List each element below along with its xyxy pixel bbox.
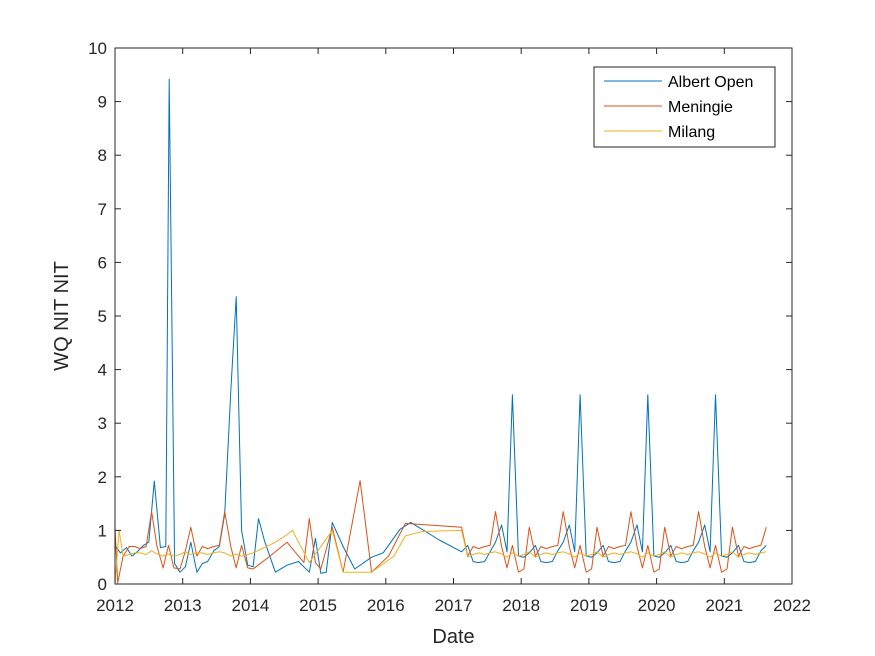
legend-label-1: Meningie bbox=[668, 99, 733, 116]
x-tick-label: 2020 bbox=[638, 596, 676, 615]
y-tick-label: 2 bbox=[98, 468, 107, 487]
x-tick-label: 2014 bbox=[231, 596, 269, 615]
x-tick-label: 2016 bbox=[367, 596, 405, 615]
series-line-2 bbox=[114, 529, 767, 585]
legend-box bbox=[593, 66, 776, 148]
x-tick-label: 2019 bbox=[570, 596, 608, 615]
y-tick-label: 5 bbox=[98, 307, 107, 326]
y-tick-label: 0 bbox=[98, 575, 107, 594]
x-axis-label: Date bbox=[432, 626, 474, 648]
y-axis-label: WQ NIT NIT bbox=[51, 261, 73, 371]
y-tick-label: 1 bbox=[98, 521, 107, 540]
legend: Albert Open Meningie Milang bbox=[593, 66, 776, 148]
series-layer bbox=[114, 78, 767, 585]
x-tick-label: 2013 bbox=[164, 596, 202, 615]
series-line-0 bbox=[114, 78, 767, 574]
y-axis-ticks: 0 1 2 3 4 5 6 7 8 9 10 bbox=[88, 39, 792, 594]
y-tick-label: 6 bbox=[98, 253, 107, 272]
y-tick-label: 9 bbox=[98, 93, 107, 112]
y-tick-label: 10 bbox=[88, 39, 107, 58]
x-tick-label: 2021 bbox=[705, 596, 743, 615]
y-tick-label: 3 bbox=[98, 414, 107, 433]
x-tick-label: 2022 bbox=[773, 596, 811, 615]
x-tick-label: 2012 bbox=[96, 596, 134, 615]
x-tick-label: 2017 bbox=[435, 596, 473, 615]
legend-label-0: Albert Open bbox=[668, 74, 753, 91]
y-tick-label: 4 bbox=[98, 361, 107, 380]
legend-label-2: Milang bbox=[668, 124, 715, 141]
y-tick-label: 8 bbox=[98, 146, 107, 165]
x-tick-label: 2015 bbox=[299, 596, 337, 615]
x-tick-label: 2018 bbox=[502, 596, 540, 615]
y-tick-label: 7 bbox=[98, 200, 107, 219]
x-axis-ticks: 2012 2013 2014 2015 2016 2017 2018 2019 2020 2021… bbox=[96, 48, 811, 615]
